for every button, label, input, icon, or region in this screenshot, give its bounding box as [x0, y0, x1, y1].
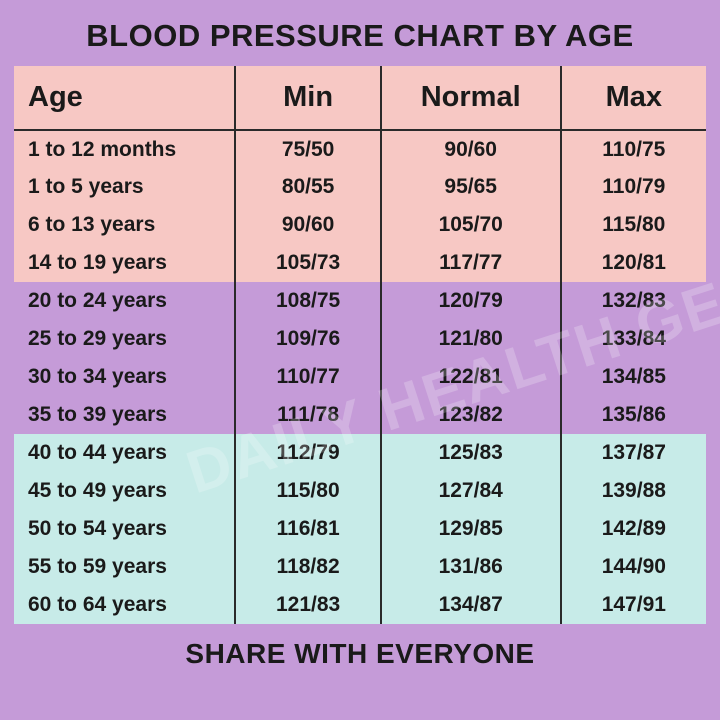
cell-normal: 120/79: [381, 282, 561, 320]
table-row: 1 to 12 months75/5090/60110/75: [14, 130, 706, 168]
col-header-age: Age: [14, 66, 235, 130]
table-row: 60 to 64 years121/83134/87147/91: [14, 586, 706, 624]
table-row: 50 to 54 years116/81129/85142/89: [14, 510, 706, 548]
table-row: 25 to 29 years109/76121/80133/84: [14, 320, 706, 358]
footer-text: SHARE WITH EVERYONE: [14, 624, 706, 670]
col-header-min: Min: [235, 66, 380, 130]
cell-normal: 134/87: [381, 586, 561, 624]
cell-age: 55 to 59 years: [14, 548, 235, 586]
cell-min: 118/82: [235, 548, 380, 586]
cell-max: 115/80: [561, 206, 706, 244]
col-header-max: Max: [561, 66, 706, 130]
cell-normal: 123/82: [381, 396, 561, 434]
table-row: 6 to 13 years90/60105/70115/80: [14, 206, 706, 244]
cell-age: 14 to 19 years: [14, 244, 235, 282]
cell-max: 142/89: [561, 510, 706, 548]
cell-max: 137/87: [561, 434, 706, 472]
cell-normal: 122/81: [381, 358, 561, 396]
cell-normal: 117/77: [381, 244, 561, 282]
cell-min: 80/55: [235, 168, 380, 206]
cell-max: 135/86: [561, 396, 706, 434]
cell-age: 45 to 49 years: [14, 472, 235, 510]
cell-min: 115/80: [235, 472, 380, 510]
cell-normal: 125/83: [381, 434, 561, 472]
cell-max: 147/91: [561, 586, 706, 624]
cell-age: 1 to 5 years: [14, 168, 235, 206]
cell-normal: 95/65: [381, 168, 561, 206]
col-header-normal: Normal: [381, 66, 561, 130]
cell-normal: 105/70: [381, 206, 561, 244]
cell-max: 144/90: [561, 548, 706, 586]
table-row: 1 to 5 years80/5595/65110/79: [14, 168, 706, 206]
cell-age: 40 to 44 years: [14, 434, 235, 472]
cell-max: 120/81: [561, 244, 706, 282]
cell-min: 112/79: [235, 434, 380, 472]
cell-min: 108/75: [235, 282, 380, 320]
table-row: 14 to 19 years105/73117/77120/81: [14, 244, 706, 282]
cell-normal: 129/85: [381, 510, 561, 548]
cell-normal: 90/60: [381, 130, 561, 168]
cell-age: 6 to 13 years: [14, 206, 235, 244]
table-row: 55 to 59 years118/82131/86144/90: [14, 548, 706, 586]
cell-min: 90/60: [235, 206, 380, 244]
table-row: 45 to 49 years115/80127/84139/88: [14, 472, 706, 510]
cell-age: 35 to 39 years: [14, 396, 235, 434]
cell-age: 30 to 34 years: [14, 358, 235, 396]
cell-age: 50 to 54 years: [14, 510, 235, 548]
cell-age: 20 to 24 years: [14, 282, 235, 320]
cell-min: 109/76: [235, 320, 380, 358]
table-row: 35 to 39 years111/78123/82135/86: [14, 396, 706, 434]
table-header-row: Age Min Normal Max: [14, 66, 706, 130]
cell-min: 105/73: [235, 244, 380, 282]
table-row: 20 to 24 years108/75120/79132/83: [14, 282, 706, 320]
cell-max: 110/79: [561, 168, 706, 206]
cell-min: 110/77: [235, 358, 380, 396]
cell-age: 25 to 29 years: [14, 320, 235, 358]
cell-normal: 121/80: [381, 320, 561, 358]
cell-normal: 127/84: [381, 472, 561, 510]
cell-age: 60 to 64 years: [14, 586, 235, 624]
bp-table: Age Min Normal Max 1 to 12 months75/5090…: [14, 66, 706, 624]
cell-min: 121/83: [235, 586, 380, 624]
cell-min: 116/81: [235, 510, 380, 548]
cell-max: 110/75: [561, 130, 706, 168]
cell-max: 133/84: [561, 320, 706, 358]
page-title: BLOOD PRESSURE CHART BY AGE: [14, 12, 706, 66]
cell-max: 139/88: [561, 472, 706, 510]
cell-normal: 131/86: [381, 548, 561, 586]
cell-max: 132/83: [561, 282, 706, 320]
cell-max: 134/85: [561, 358, 706, 396]
table-row: 40 to 44 years112/79125/83137/87: [14, 434, 706, 472]
cell-age: 1 to 12 months: [14, 130, 235, 168]
cell-min: 75/50: [235, 130, 380, 168]
table-row: 30 to 34 years110/77122/81134/85: [14, 358, 706, 396]
cell-min: 111/78: [235, 396, 380, 434]
